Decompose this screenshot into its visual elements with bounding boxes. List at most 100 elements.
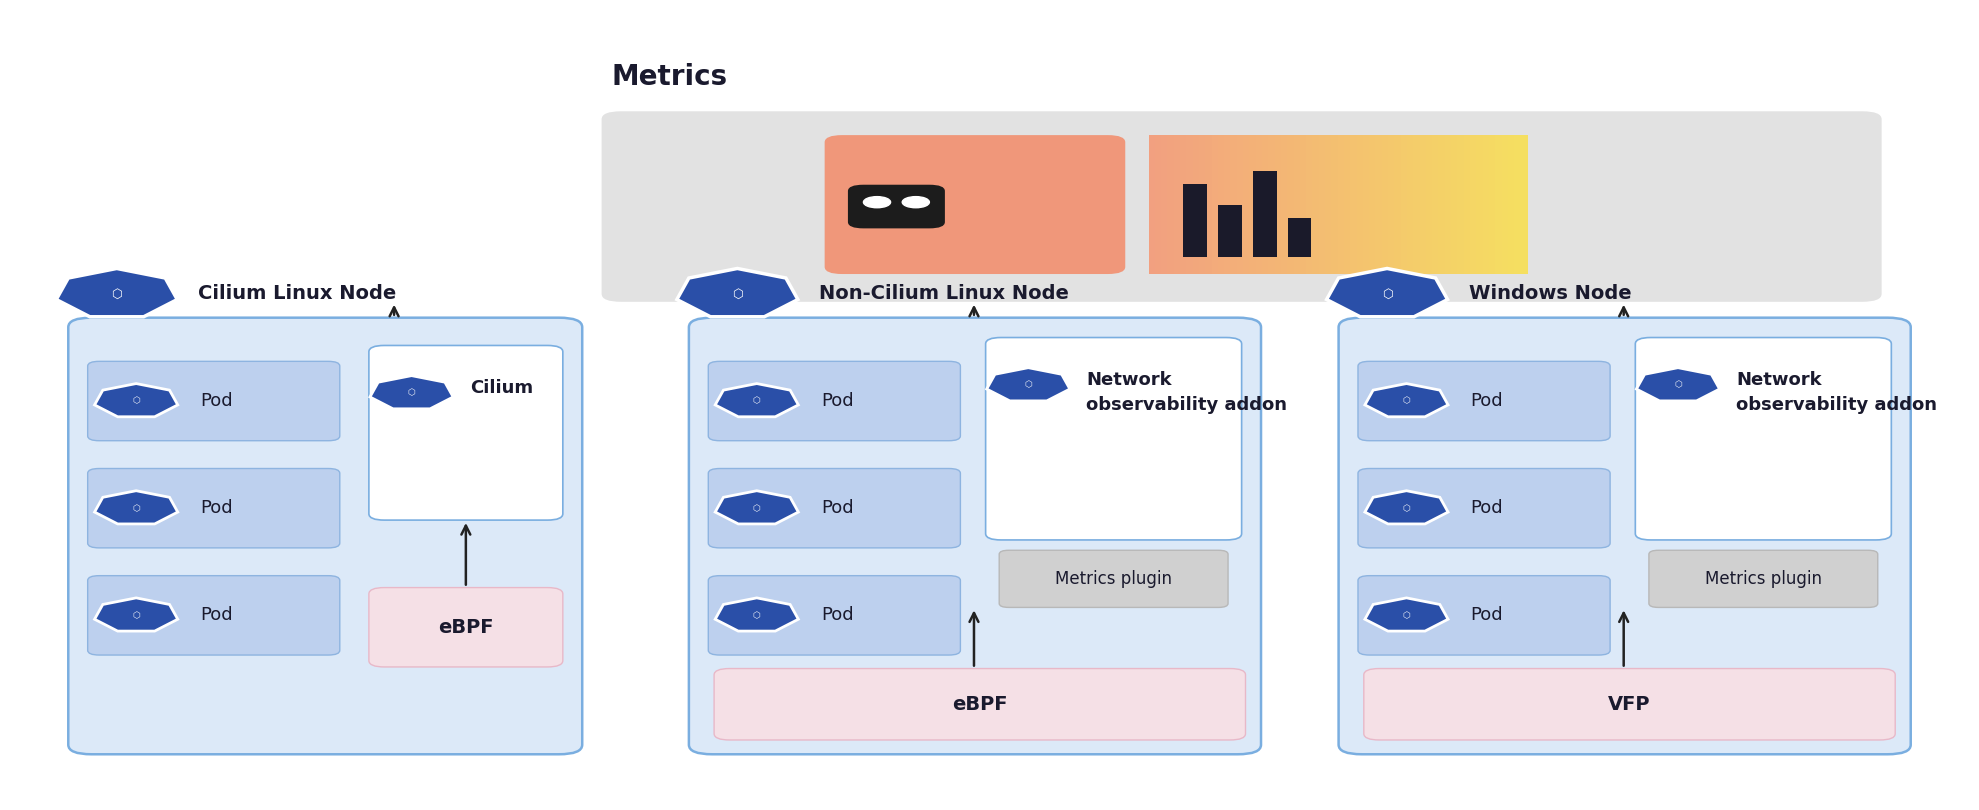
FancyBboxPatch shape <box>708 361 960 441</box>
Text: Metrics: Metrics <box>612 63 728 92</box>
Text: ⬡: ⬡ <box>1403 611 1411 620</box>
FancyBboxPatch shape <box>999 550 1229 608</box>
FancyBboxPatch shape <box>708 576 960 655</box>
Bar <box>1231 135 1237 274</box>
Text: Pod: Pod <box>1470 607 1504 625</box>
Polygon shape <box>714 598 798 631</box>
Bar <box>1253 171 1276 257</box>
FancyBboxPatch shape <box>1358 361 1611 441</box>
Circle shape <box>902 197 930 207</box>
Bar <box>1205 135 1213 274</box>
Bar <box>1350 135 1358 274</box>
Polygon shape <box>1637 368 1720 401</box>
Text: eBPF: eBPF <box>437 618 493 637</box>
Bar <box>1286 135 1294 274</box>
FancyBboxPatch shape <box>87 361 340 441</box>
Text: Visualization: Visualization <box>1324 193 1494 216</box>
Bar <box>1300 135 1306 274</box>
Polygon shape <box>1326 268 1447 317</box>
Bar <box>1419 135 1427 274</box>
Text: Metrics plugin: Metrics plugin <box>1055 570 1172 588</box>
Bar <box>1237 135 1245 274</box>
FancyBboxPatch shape <box>87 468 340 548</box>
Bar <box>1257 135 1263 274</box>
Text: Pod: Pod <box>821 607 853 625</box>
Bar <box>1318 135 1326 274</box>
Text: Pod: Pod <box>200 607 234 625</box>
Text: ⬡: ⬡ <box>752 504 760 513</box>
Text: ⬡: ⬡ <box>1403 504 1411 513</box>
Polygon shape <box>95 491 178 524</box>
Text: ⬡: ⬡ <box>111 288 123 301</box>
FancyBboxPatch shape <box>67 318 582 754</box>
Text: ⬡: ⬡ <box>1674 381 1682 390</box>
Text: Cilium Linux Node: Cilium Linux Node <box>198 284 396 304</box>
Text: ⬡: ⬡ <box>133 397 141 406</box>
Bar <box>1413 135 1421 274</box>
FancyBboxPatch shape <box>368 346 562 520</box>
FancyBboxPatch shape <box>986 338 1241 540</box>
FancyBboxPatch shape <box>1338 318 1912 754</box>
Bar <box>1344 135 1352 274</box>
Polygon shape <box>677 268 798 317</box>
Bar <box>1476 135 1484 274</box>
Text: ⬡: ⬡ <box>752 397 760 406</box>
Text: ⬡: ⬡ <box>732 288 742 301</box>
Bar <box>1433 135 1439 274</box>
Circle shape <box>863 197 891 207</box>
Bar <box>1502 135 1508 274</box>
FancyBboxPatch shape <box>689 318 1261 754</box>
Text: Pod: Pod <box>821 499 853 518</box>
Bar <box>1326 135 1332 274</box>
Text: Storage: Storage <box>970 193 1075 216</box>
Bar <box>1369 135 1377 274</box>
Polygon shape <box>370 376 453 409</box>
Polygon shape <box>55 268 178 317</box>
Text: ⬡: ⬡ <box>133 611 141 620</box>
Bar <box>1199 135 1207 274</box>
Bar <box>1312 135 1320 274</box>
Bar <box>1269 135 1276 274</box>
Text: Pod: Pod <box>200 392 234 410</box>
Bar <box>1439 135 1447 274</box>
Bar <box>1375 135 1383 274</box>
Text: Pod: Pod <box>1470 499 1504 518</box>
Bar <box>1451 135 1459 274</box>
Bar <box>1211 135 1219 274</box>
Bar <box>1488 135 1496 274</box>
Bar <box>1162 135 1168 274</box>
Text: Pod: Pod <box>1470 392 1504 410</box>
Text: Network
observability addon: Network observability addon <box>1736 371 1937 414</box>
Bar <box>1364 135 1369 274</box>
Bar <box>1470 135 1476 274</box>
Polygon shape <box>1366 384 1449 417</box>
Bar <box>1168 135 1176 274</box>
Bar <box>1193 135 1199 274</box>
Text: ⬡: ⬡ <box>752 611 760 620</box>
Bar <box>1288 219 1312 257</box>
Text: Network
observability addon: Network observability addon <box>1086 371 1288 414</box>
Bar <box>1306 135 1314 274</box>
Bar <box>1496 135 1502 274</box>
Bar <box>1457 135 1464 274</box>
FancyBboxPatch shape <box>1364 668 1896 740</box>
Bar <box>1280 135 1288 274</box>
Polygon shape <box>95 384 178 417</box>
Bar <box>1445 135 1453 274</box>
Bar <box>1464 135 1470 274</box>
Bar <box>1294 135 1300 274</box>
Bar <box>1243 135 1251 274</box>
FancyBboxPatch shape <box>1649 550 1878 608</box>
Polygon shape <box>1366 598 1449 631</box>
Bar <box>1249 135 1257 274</box>
Bar <box>1395 135 1401 274</box>
Bar <box>1217 135 1225 274</box>
FancyBboxPatch shape <box>825 135 1126 274</box>
Text: ⬡: ⬡ <box>1025 381 1033 390</box>
Polygon shape <box>1366 491 1449 524</box>
Bar <box>1332 135 1338 274</box>
Bar <box>1356 135 1364 274</box>
Polygon shape <box>714 491 798 524</box>
Text: Pod: Pod <box>821 392 853 410</box>
Text: Cilium: Cilium <box>469 379 532 397</box>
